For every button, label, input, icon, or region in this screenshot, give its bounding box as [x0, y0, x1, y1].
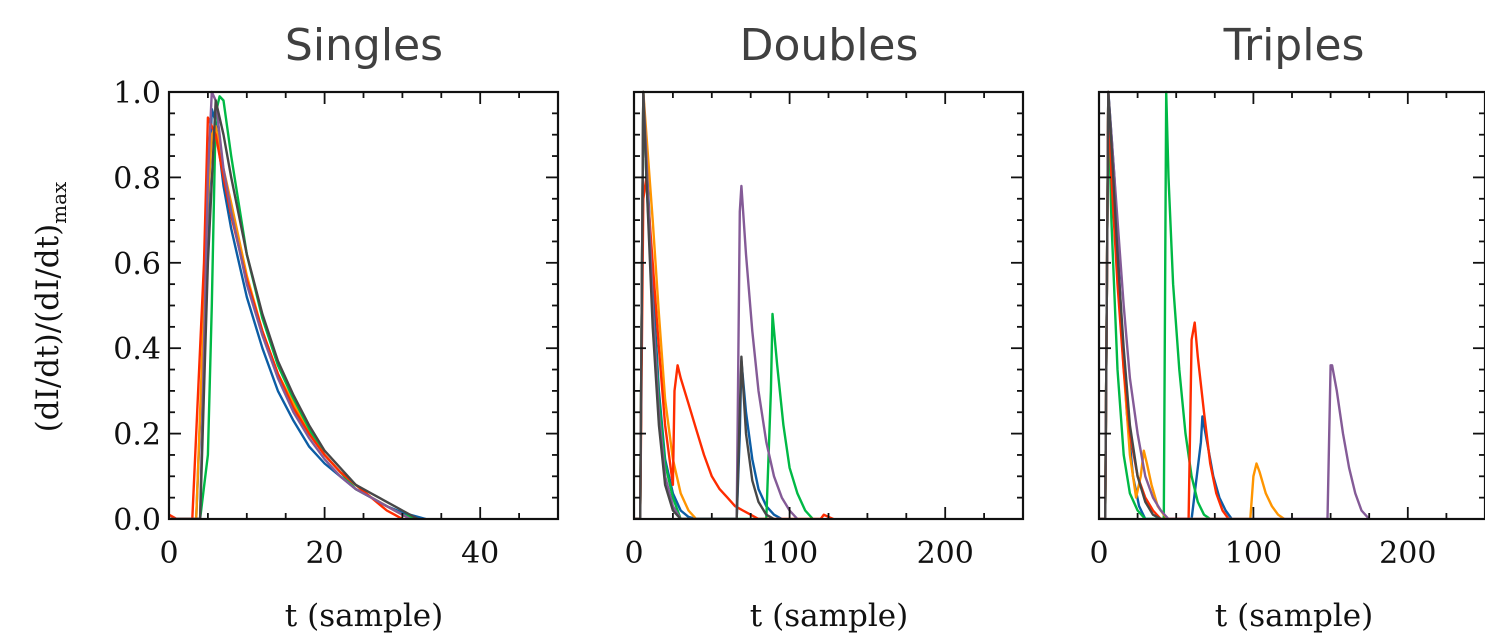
singles-y-tick-label: 1.0 [113, 76, 161, 111]
triples-series-4 [1099, 90, 1230, 519]
singles-y-tick-label: 0.0 [113, 503, 161, 538]
triples-plot-area: 0 100 200 [1089, 90, 1485, 571]
triples-x-tick-label: 100 [1225, 536, 1282, 571]
doubles-series-6 [634, 90, 776, 519]
panel-doubles: Doubles 0 100 200 t (sample) [624, 20, 1025, 634]
doubles-series-4 [634, 176, 835, 519]
singles-y-tick-label: 0.8 [113, 161, 161, 196]
triples-x-tick-label: 200 [1379, 536, 1436, 571]
triples-x-tick-label: 0 [1089, 536, 1108, 571]
y-axis-label-main: (dI/dt)/(dI/dt) [30, 224, 66, 433]
triples-axes-frame [1097, 90, 1485, 521]
singles-y-tick-label: 0.4 [113, 332, 161, 367]
panel-title-doubles: Doubles [740, 20, 919, 71]
singles-x-tick-label: 40 [461, 536, 499, 571]
panel-title-singles: Singles [285, 20, 443, 71]
panel-singles: Singles 0 20 40 0.0 0.2 0.4 0.6 0.8 1.0 t (sampl… [113, 20, 560, 634]
doubles-x-tick-label: 100 [761, 536, 818, 571]
singles-plot-area: 0 20 40 0.0 0.2 0.4 0.6 0.8 1.0 [113, 76, 560, 571]
y-axis-label: (dI/dt)/(dI/dt)max [30, 181, 71, 432]
triples-series-2 [1099, 90, 1212, 519]
x-axis-label-triples: t (sample) [1215, 598, 1373, 634]
singles-series-5 [169, 90, 412, 519]
singles-y-tick-label: 0.6 [113, 247, 161, 282]
doubles-plot-area: 0 100 200 [624, 90, 1025, 571]
singles-series-6 [169, 99, 420, 519]
x-axis-label-singles: t (sample) [285, 598, 443, 634]
panel-triples: Triples 0 100 200 t (sample) [1089, 20, 1485, 634]
singles-x-tick-label: 0 [159, 536, 178, 571]
doubles-x-tick-label: 200 [917, 536, 974, 571]
singles-x-tick-label: 20 [306, 536, 344, 571]
triples-series-5 [1099, 90, 1371, 519]
triples-series-3 [1099, 90, 1286, 519]
doubles-axes-frame [632, 90, 1025, 521]
singles-y-tick-label: 0.2 [113, 418, 161, 453]
triples-series-6 [1099, 90, 1163, 519]
y-axis-label-subscript: max [47, 181, 71, 224]
panel-title-triples: Triples [1223, 20, 1365, 71]
doubles-x-tick-label: 0 [624, 536, 643, 571]
x-axis-label-doubles: t (sample) [750, 598, 908, 634]
